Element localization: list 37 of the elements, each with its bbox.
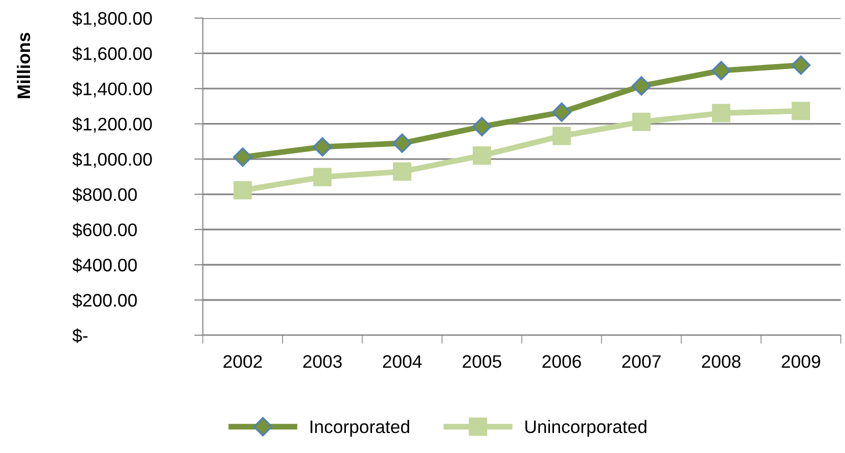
y-tick-label: $1,200.00 — [72, 116, 152, 133]
y-tick-label: $800.00 — [72, 187, 137, 202]
y-tick-label: $1,800.00 — [72, 11, 152, 27]
x-tick-label: 2004 — [382, 355, 422, 368]
y-tick-label: $200.00 — [72, 293, 137, 308]
point — [552, 102, 572, 122]
point — [233, 147, 252, 167]
point — [552, 126, 571, 146]
point — [792, 102, 810, 120]
point — [632, 112, 651, 132]
x-tick-label: 2002 — [224, 355, 262, 368]
y-tick-label: $1,600.00 — [72, 46, 152, 62]
x-tick-label: 2005 — [462, 355, 502, 368]
point — [392, 134, 412, 153]
point — [472, 146, 492, 165]
point — [791, 55, 811, 75]
point — [472, 116, 492, 136]
point — [712, 104, 730, 122]
point — [632, 76, 652, 96]
x-tick-label: 2007 — [622, 355, 661, 368]
y-tick-label: $1,400.00 — [72, 82, 152, 98]
legend-label: Unincorporated — [525, 420, 646, 437]
y-axis-title: Millions — [16, 32, 30, 98]
x-tick-label: 2009 — [782, 355, 820, 368]
x-tick-label: 2003 — [303, 355, 342, 368]
point — [393, 162, 412, 181]
point — [711, 60, 731, 80]
x-tick-label: 2006 — [542, 355, 581, 368]
x-tick-label: 2008 — [702, 355, 740, 368]
y-tick-label: $600.00 — [72, 222, 137, 238]
point — [313, 168, 332, 186]
point — [234, 181, 252, 200]
y-tick-label: $400.00 — [72, 258, 137, 273]
y-tick-label: $1,000.00 — [72, 152, 152, 168]
y-tick-label: $- — [72, 328, 88, 344]
legend-label: Incorporated — [310, 420, 410, 437]
point — [312, 137, 332, 157]
